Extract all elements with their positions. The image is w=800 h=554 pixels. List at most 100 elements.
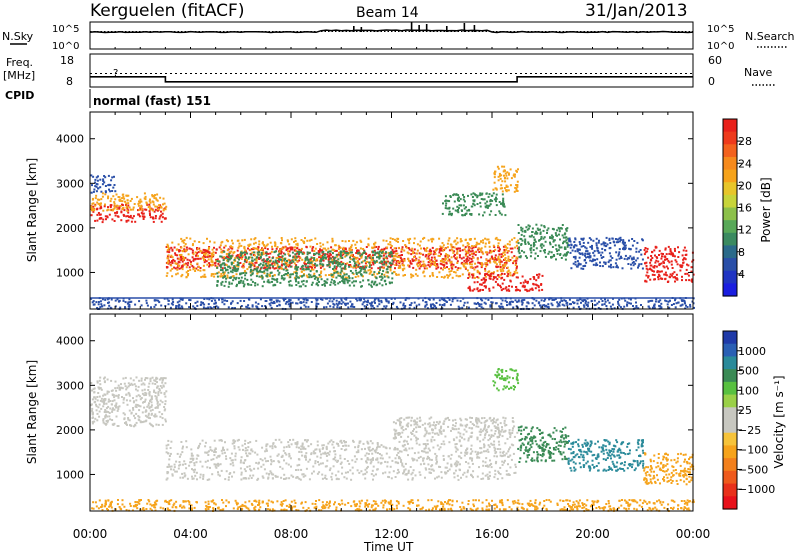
scatter-point [533, 238, 536, 241]
scatter-point [540, 235, 543, 238]
scatter-point [626, 258, 629, 261]
scatter-point [447, 274, 450, 277]
scatter-point [93, 387, 96, 390]
scatter-point [387, 276, 390, 279]
scatter-point [531, 227, 534, 230]
scatter-point [470, 213, 473, 216]
scatter-point [297, 276, 299, 279]
scatter-point [417, 265, 420, 268]
scatter-point [140, 304, 143, 307]
scatter-point [504, 246, 507, 249]
scatter-point [534, 232, 537, 235]
scatter-point [618, 251, 621, 254]
scatter-point [140, 206, 143, 209]
scatter-point [389, 243, 392, 246]
scatter-point [550, 256, 552, 258]
scatter-point [332, 276, 335, 278]
scatter-point [249, 249, 252, 252]
scatter-point [290, 248, 292, 251]
scatter-point [148, 422, 151, 425]
scatter-point [378, 271, 380, 274]
scatter-point [501, 299, 504, 302]
scatter-point [112, 186, 115, 189]
scatter-point [366, 303, 369, 306]
scatter-point [379, 254, 382, 257]
scatter-point [671, 267, 674, 269]
scatter-point [244, 258, 247, 261]
scatter-point [557, 302, 560, 305]
scatter-point [503, 174, 505, 177]
scatter-point [216, 260, 219, 262]
scatter-point [239, 256, 242, 259]
scatter-point [371, 250, 374, 253]
scatter-point [243, 251, 246, 254]
scatter-point [247, 304, 250, 307]
scatter-point [501, 203, 504, 206]
scatter-point [279, 242, 282, 244]
scatter-point [515, 259, 518, 262]
scatter-point [511, 300, 514, 303]
scatter-point [443, 275, 446, 278]
scatter-point [100, 407, 103, 410]
scatter-point [659, 277, 662, 280]
scatter-point [432, 303, 434, 306]
scatter-point [227, 306, 230, 309]
scatter-point [204, 256, 207, 259]
scatter-point [226, 276, 229, 279]
scatter-point [209, 466, 211, 469]
scatter-point [192, 253, 195, 256]
scatter-point [419, 455, 422, 458]
scatter-point [624, 241, 626, 244]
scatter-point [284, 266, 287, 269]
scatter-point [531, 288, 534, 291]
colorbar-segment [723, 207, 737, 221]
scatter-point [240, 254, 242, 257]
scatter-point [370, 270, 373, 273]
scatter-point [199, 442, 202, 445]
scatter-point [362, 265, 364, 268]
scatter-point [227, 240, 229, 243]
scatter-point [105, 402, 108, 405]
scatter-point [568, 298, 571, 301]
scatter-point [301, 258, 304, 261]
scatter-point [272, 266, 275, 269]
scatter-point [512, 306, 515, 309]
scatter-point [259, 270, 262, 273]
scatter-point [256, 478, 259, 481]
scatter-point [521, 299, 524, 302]
scatter-point [111, 190, 114, 192]
scatter-point [300, 251, 303, 254]
scatter-point [296, 464, 299, 467]
scatter-point [143, 383, 146, 386]
scatter-point [328, 453, 331, 456]
scatter-point [419, 240, 422, 243]
scatter-point [366, 260, 369, 263]
scatter-point [478, 251, 481, 253]
scatter-point [685, 268, 688, 271]
scatter-point [606, 243, 609, 246]
scatter-point [139, 405, 142, 408]
scatter-point [331, 248, 334, 251]
scatter-point [497, 246, 499, 249]
scatter-point [360, 268, 363, 271]
scatter-point [498, 172, 501, 175]
scatter-point [630, 263, 632, 266]
scatter-point [375, 259, 378, 262]
scatter-point [192, 268, 195, 271]
scatter-point [182, 445, 184, 448]
scatter-point [535, 223, 538, 226]
colorbar-segment [723, 258, 737, 272]
scatter-point [185, 236, 188, 239]
scatter-point [617, 241, 620, 244]
scatter-point [415, 257, 418, 260]
scatter-point [284, 477, 287, 480]
scatter-point [497, 265, 500, 268]
scatter-point [289, 301, 292, 304]
scatter-point [564, 236, 567, 239]
scatter-point [383, 263, 385, 266]
scatter-point [180, 298, 183, 301]
scatter-point [339, 252, 342, 255]
scatter-point [151, 194, 154, 197]
scatter-point [295, 250, 298, 253]
